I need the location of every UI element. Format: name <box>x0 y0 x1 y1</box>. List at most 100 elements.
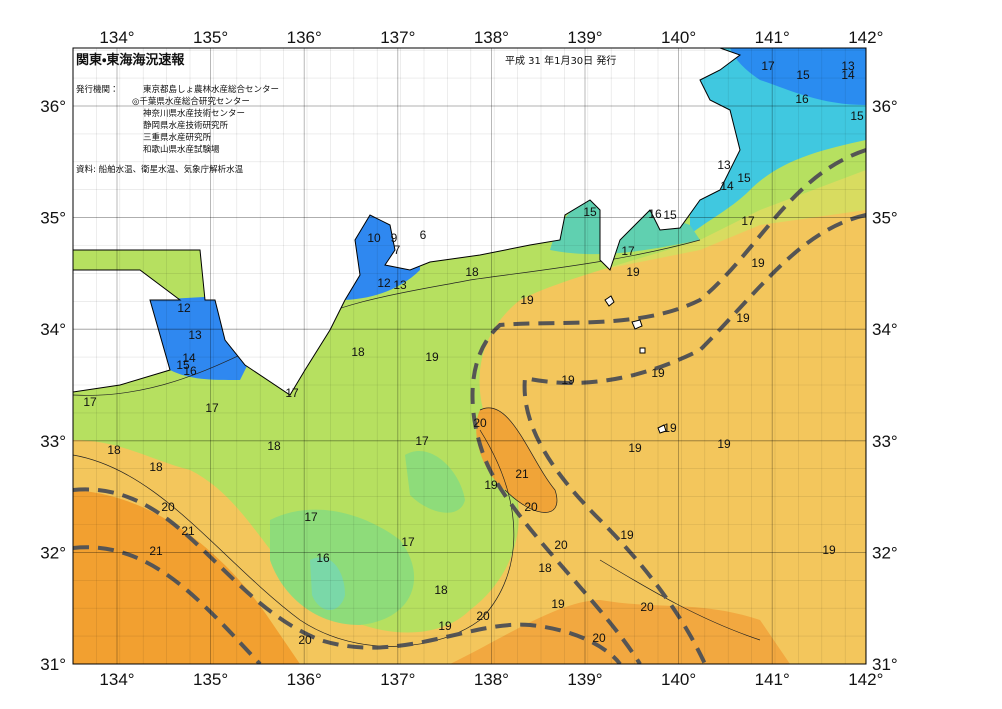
zone-15 <box>310 557 345 610</box>
lon-label: 139° <box>567 670 602 689</box>
contour-label: 18 <box>107 443 121 457</box>
contour-label: 18 <box>465 265 479 279</box>
contour-label: 19 <box>751 256 765 270</box>
lat-label: 33° <box>872 432 898 451</box>
issuer: 静岡県水産技術研究所 <box>143 120 229 131</box>
contour-label: 17 <box>761 59 775 73</box>
labels: 134° 134° 135° 135° 136° 136° 137° 137° 138° 138°… <box>40 28 897 689</box>
lon-label: 141° <box>755 670 790 689</box>
lat-label: 34° <box>872 320 898 339</box>
lat-label: 32° <box>872 543 898 562</box>
contour-label: 19 <box>822 543 836 557</box>
contour-label: 19 <box>425 350 439 364</box>
isotherm <box>479 407 558 513</box>
contour-label: 21 <box>515 467 529 481</box>
contour-label: 13 <box>841 59 855 73</box>
contour-label: 16 <box>183 364 197 378</box>
contour-label: 15 <box>663 208 677 222</box>
honshu <box>73 48 742 396</box>
contour-label: 19 <box>736 311 750 325</box>
contour-label: 13 <box>188 328 202 342</box>
lon-label: 140° <box>661 670 696 689</box>
frame <box>72 47 867 665</box>
contour-label: 19 <box>551 597 565 611</box>
contour-label: 14 <box>182 351 196 365</box>
current-line <box>73 487 622 664</box>
grid <box>72 48 867 665</box>
contour-label: 14 <box>841 68 855 82</box>
contour-label: 7 <box>394 243 401 257</box>
contour-label: 20 <box>554 538 568 552</box>
map-area <box>73 48 866 664</box>
contour-label: 20 <box>592 631 606 645</box>
isotherm <box>73 239 701 396</box>
lat-label: 34° <box>40 320 66 339</box>
current-line <box>522 213 866 664</box>
lat-label: 36° <box>872 97 898 116</box>
contour-label: 17 <box>621 244 635 258</box>
current-line <box>470 148 866 664</box>
contour-label: 17 <box>741 214 755 228</box>
lon-label: 136° <box>287 28 322 47</box>
lon-label: 139° <box>567 28 602 47</box>
lat-label: 31° <box>872 655 898 674</box>
contour-label: 17 <box>401 535 415 549</box>
contour-label: 19 <box>520 293 534 307</box>
lon-label: 137° <box>380 670 415 689</box>
contour-label: 17 <box>415 434 429 448</box>
contour-label: 15 <box>850 109 864 123</box>
lat-label: 31° <box>40 655 66 674</box>
issuer: ◎千葉県水産総合研究センター <box>132 96 250 107</box>
current-line <box>73 545 262 664</box>
lat-label: 35° <box>40 209 66 228</box>
zone-21-west <box>73 490 300 664</box>
lon-label: 141° <box>755 28 790 47</box>
zone-16 <box>270 509 415 625</box>
contour-label: 6 <box>420 228 427 242</box>
header: 関東・東海海況速報 平成 31 年1月30日 発行 発行機関： 東京都島しょ農林… <box>76 52 616 175</box>
zone-20-south <box>450 600 790 664</box>
contour-label: 21 <box>149 544 163 558</box>
lat-label: 36° <box>40 97 66 116</box>
contour-label: 18 <box>351 345 365 359</box>
lat-label: 32° <box>40 543 66 562</box>
lat-label: 35° <box>872 209 898 228</box>
islands <box>604 295 667 434</box>
contour-label: 10 <box>367 231 381 245</box>
lon-label: 135° <box>193 670 228 689</box>
contour-label: 15 <box>796 68 810 82</box>
contour-label: 19 <box>717 437 731 451</box>
contour-label: 17 <box>83 395 97 409</box>
contour-label: 15 <box>583 205 597 219</box>
issuer: 東京都島しょ農林水産総合センター <box>143 84 279 95</box>
isotherm <box>599 559 761 641</box>
contour-label: 19 <box>651 366 665 380</box>
issuer-label: 発行機関： <box>76 84 119 95</box>
lon-label: 142° <box>848 28 883 47</box>
lon-label: 140° <box>661 28 696 47</box>
contour-label: 19 <box>484 478 498 492</box>
issuer: 三重県水産研究所 <box>143 132 212 143</box>
contour-label: 19 <box>438 619 452 633</box>
contour-label: 13 <box>717 158 731 172</box>
lon-label: 138° <box>474 670 509 689</box>
issuer: 神奈川県水産技術センター <box>143 108 245 119</box>
contour-label: 17 <box>205 401 219 415</box>
lon-label: 136° <box>287 670 322 689</box>
contour-label: 20 <box>640 600 654 614</box>
zone-16b <box>405 451 465 513</box>
contour-label: 17 <box>304 510 318 524</box>
contour-label: 15 <box>176 358 190 372</box>
issue-date: 平成 31 年1月30日 発行 <box>505 54 616 67</box>
kuroshio-axes <box>73 148 866 664</box>
contour-label: 14 <box>720 179 734 193</box>
lon-label: 138° <box>474 28 509 47</box>
contour-label: 18 <box>434 583 448 597</box>
contour-label: 19 <box>620 528 634 542</box>
contour-label: 17 <box>285 386 299 400</box>
contour-label: 20 <box>524 500 538 514</box>
contour-label: 20 <box>476 609 490 623</box>
lon-label: 142° <box>848 670 883 689</box>
zone-cold-ne <box>730 48 866 105</box>
